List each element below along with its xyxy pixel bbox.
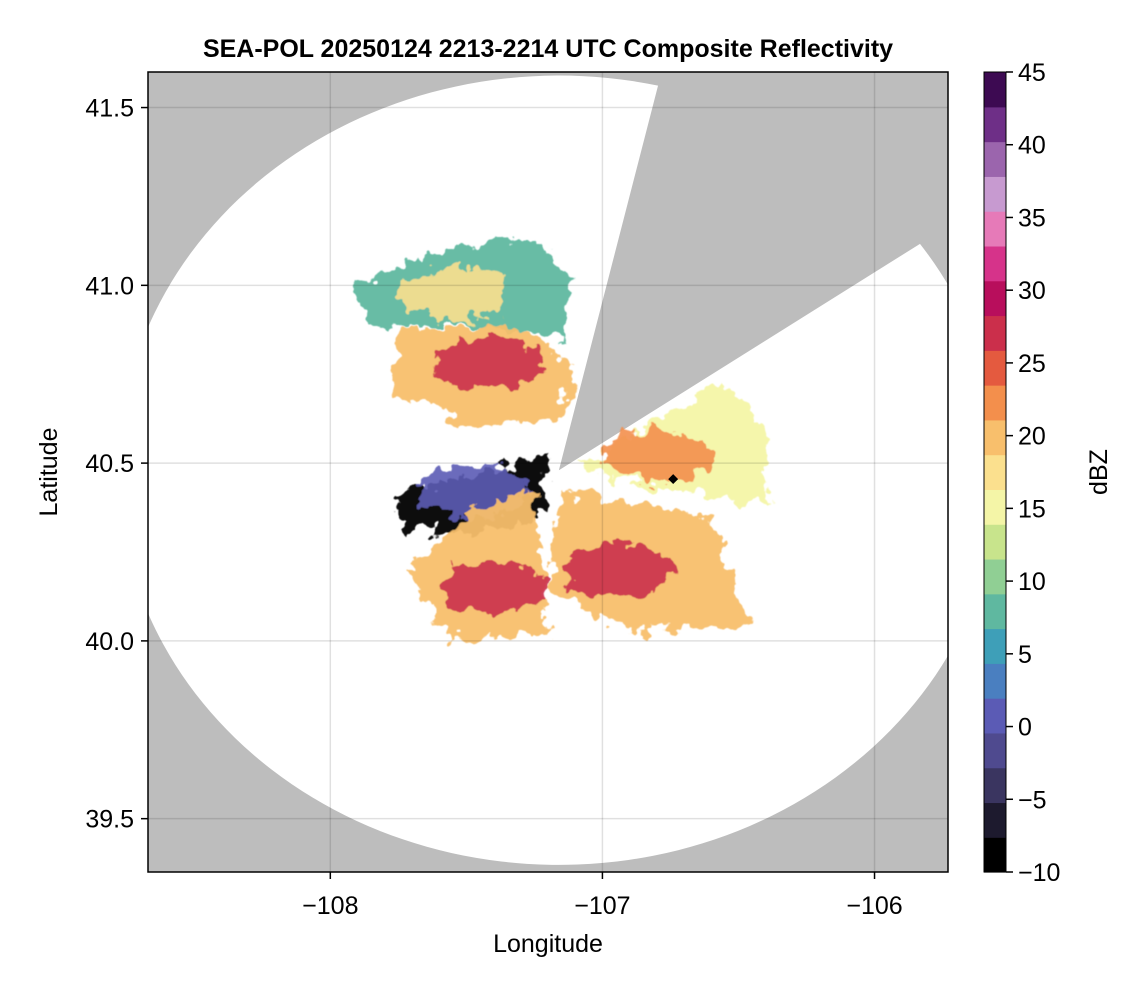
colorbar-segment	[984, 489, 1006, 525]
colorbar-tick-label: 40	[1018, 132, 1046, 160]
plot-area	[148, 72, 948, 872]
colorbar-segment	[984, 593, 1006, 630]
colorbar-frame	[983, 71, 1007, 873]
colorbar-tick-label: 10	[1018, 568, 1046, 596]
colorbar-tick-label: −5	[1018, 786, 1047, 814]
colorbar-segment	[984, 211, 1006, 247]
colorbar-tick-label: 5	[1018, 641, 1032, 669]
colorbar-segment	[984, 767, 1006, 804]
colorbar-tick-label: 35	[1018, 204, 1046, 232]
colorbar-segment	[984, 802, 1006, 838]
plot-frame	[147, 71, 949, 873]
colorbar-segment	[984, 837, 1006, 873]
colorbar-segment	[984, 245, 1006, 282]
colorbar-segment	[984, 454, 1006, 490]
grid-lines	[148, 72, 948, 872]
colorbar-segment	[984, 732, 1006, 769]
colorbar-segment	[984, 628, 1006, 664]
x-axis-ticks: −108 −107 −106	[302, 872, 903, 920]
y-tick-label: 39.5	[85, 806, 134, 834]
y-tick-label: 41.5	[85, 95, 134, 123]
colorbar-tick-label: 45	[1018, 59, 1046, 87]
colorbar-tick-label: 0	[1018, 714, 1032, 742]
colorbar-segment	[984, 72, 1006, 108]
y-tick-label: 41.0	[85, 272, 134, 300]
colorbar-label: dBZ	[1085, 449, 1113, 495]
x-axis-label: Longitude	[493, 930, 603, 958]
colorbar-tick-label: 20	[1018, 423, 1046, 451]
colorbar-segment	[984, 385, 1006, 421]
colorbar-segment	[984, 106, 1006, 143]
reflectivity-echoes	[357, 235, 766, 641]
y-tick-label: 40.5	[85, 450, 134, 478]
colorbar-segment	[984, 558, 1006, 595]
y-axis-label: Latitude	[35, 428, 63, 517]
echo-core-2	[433, 337, 544, 390]
colorbar-segment	[984, 419, 1006, 456]
colorbar-segment	[984, 315, 1006, 351]
colorbar-tick-label: 30	[1018, 277, 1046, 305]
x-tick-label: −108	[302, 892, 358, 920]
chart-title: SEA-POL 20250124 2213-2214 UTC Composite…	[203, 35, 893, 63]
colorbar-segment	[984, 663, 1006, 699]
colorbar-tick-label: −10	[1018, 859, 1060, 887]
echo-core-6	[438, 561, 549, 614]
x-tick-label: −107	[574, 892, 630, 920]
colorbar-tick-label: 15	[1018, 495, 1046, 523]
y-axis-ticks: 39.5 40.0 40.5 41.0 41.5	[85, 95, 148, 834]
x-tick-label: −106	[846, 892, 902, 920]
echo-core-5	[561, 543, 672, 596]
y-tick-label: 40.0	[85, 628, 134, 656]
colorbar-segment	[984, 176, 1006, 212]
radar-coverage-area	[148, 75, 948, 865]
colorbar-segment	[984, 350, 1006, 386]
colorbar-segment	[984, 698, 1006, 734]
colorbar-segment	[984, 280, 1006, 317]
echo-core-4	[601, 430, 712, 482]
colorbar	[984, 72, 1006, 873]
colorbar-segment	[984, 141, 1006, 177]
colorbar-segment	[984, 524, 1006, 560]
echo-core-1	[397, 266, 508, 319]
colorbar-ticks: −10 −5 0 5 10 15 20 25 30 35 40 45	[1006, 59, 1060, 887]
radar-marker	[668, 474, 679, 485]
colorbar-tick-label: 25	[1018, 350, 1046, 378]
